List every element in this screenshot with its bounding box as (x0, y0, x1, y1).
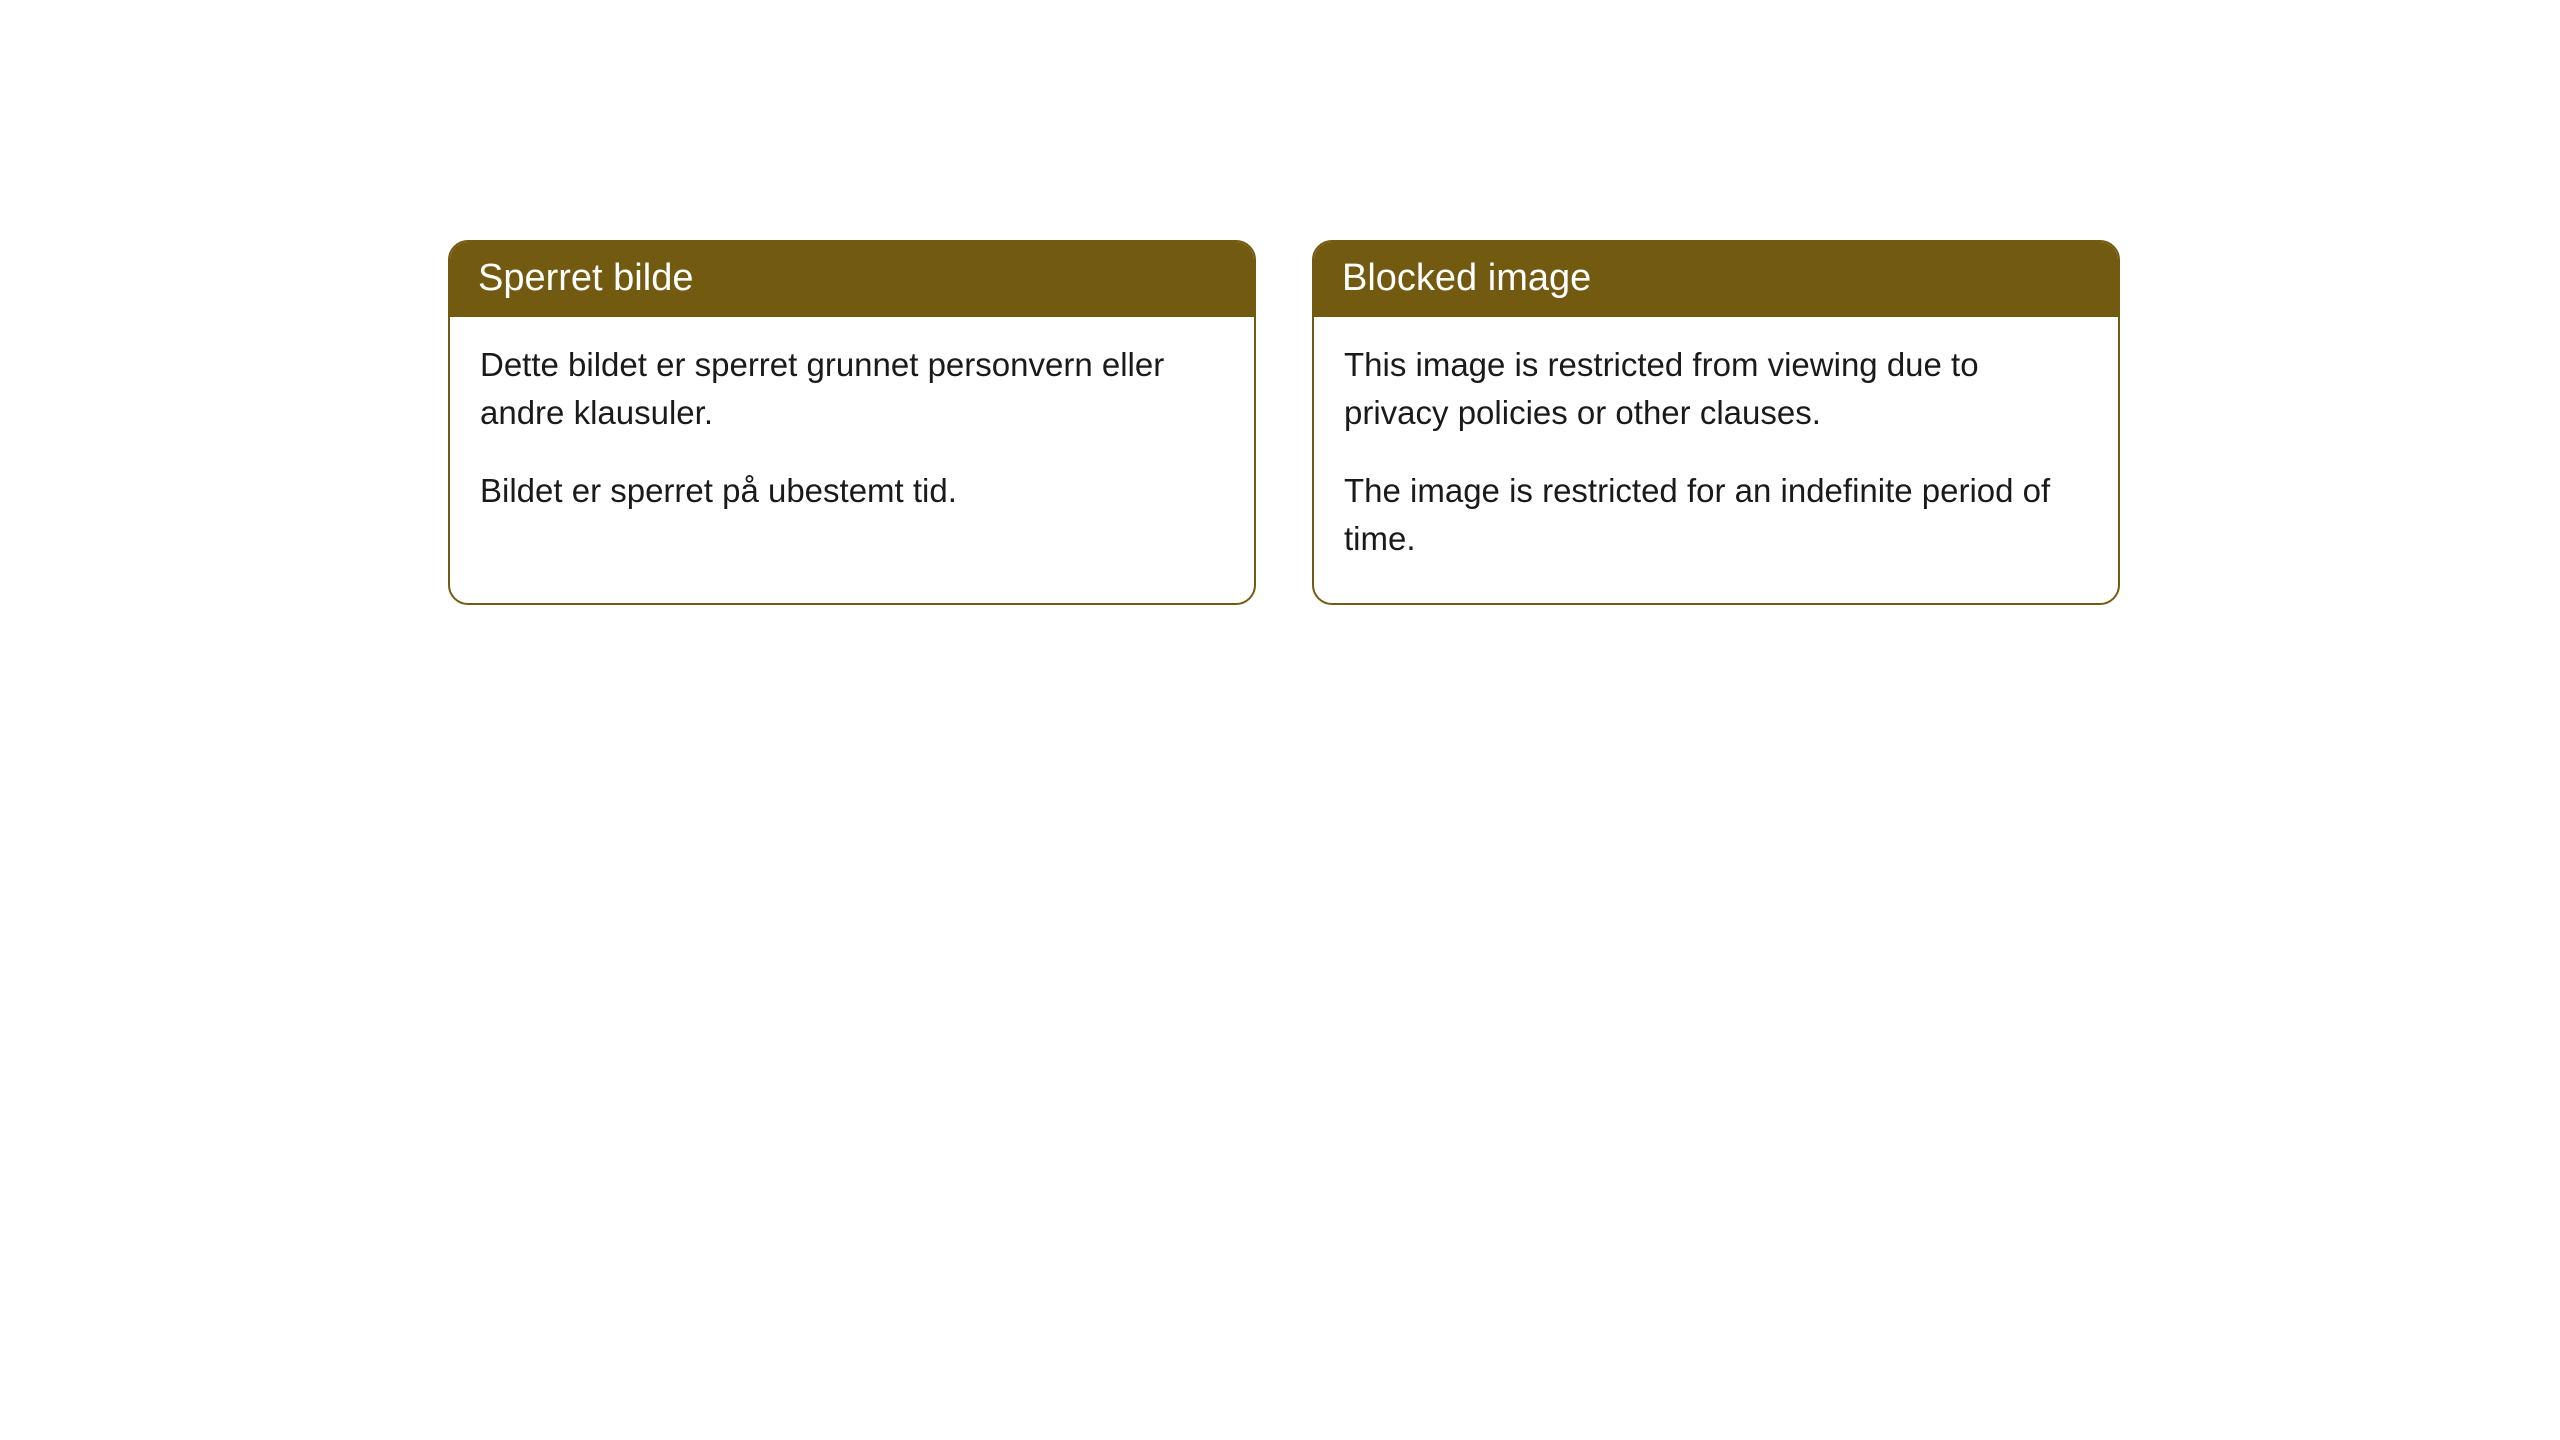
card-paragraph-en-2: The image is restricted for an indefinit… (1344, 467, 2088, 563)
card-paragraph-en-1: This image is restricted from viewing du… (1344, 341, 2088, 437)
card-body-no: Dette bildet er sperret grunnet personve… (450, 317, 1254, 555)
card-body-en: This image is restricted from viewing du… (1314, 317, 2118, 602)
card-header-en: Blocked image (1314, 242, 2118, 317)
blocked-image-card-no: Sperret bilde Dette bildet er sperret gr… (448, 240, 1256, 605)
notice-cards-container: Sperret bilde Dette bildet er sperret gr… (448, 240, 2120, 605)
card-paragraph-no-2: Bildet er sperret på ubestemt tid. (480, 467, 1224, 515)
card-header-no: Sperret bilde (450, 242, 1254, 317)
card-paragraph-no-1: Dette bildet er sperret grunnet personve… (480, 341, 1224, 437)
blocked-image-card-en: Blocked image This image is restricted f… (1312, 240, 2120, 605)
